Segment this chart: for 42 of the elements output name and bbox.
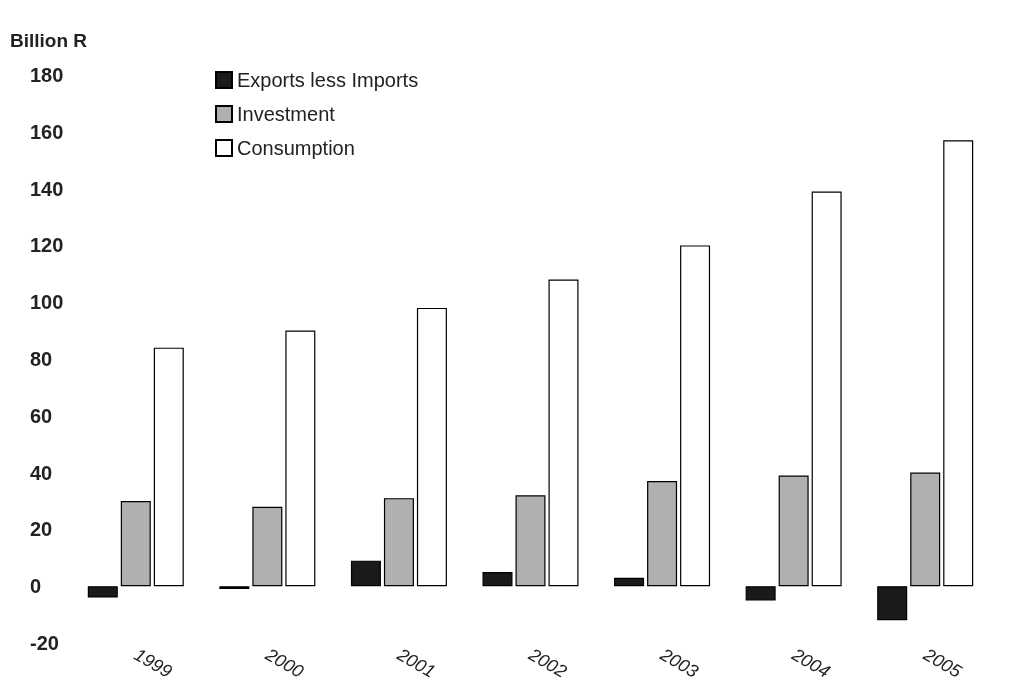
- x-tick-label: 2003: [656, 643, 702, 682]
- y-tick-label: 140: [30, 177, 64, 200]
- bar: [383, 498, 414, 587]
- bar: [745, 586, 776, 601]
- bar: [252, 506, 283, 587]
- y-tick-label: 20: [30, 518, 53, 541]
- bar: [515, 495, 546, 587]
- bar: [877, 586, 908, 621]
- y-tick-label: 100: [30, 291, 64, 314]
- bar: [647, 481, 678, 587]
- y-tick-label: 60: [30, 404, 53, 427]
- x-tick-label: 2000: [261, 643, 308, 682]
- bar: [87, 586, 118, 598]
- legend-label: Consumption: [237, 137, 355, 159]
- x-tick-label: 1999: [130, 644, 176, 682]
- y-tick-label: 160: [30, 120, 64, 143]
- y-tick-label: 80: [30, 348, 53, 370]
- y-axis-title: Billion R: [10, 30, 88, 51]
- bar: [350, 560, 381, 587]
- bar: [285, 330, 316, 587]
- x-tick-label: 2001: [393, 643, 439, 682]
- legend-label: Investment: [237, 103, 336, 125]
- bar: [614, 577, 645, 587]
- bar: [153, 347, 184, 587]
- y-tick-label: -20: [30, 632, 59, 654]
- y-tick-label: 0: [30, 575, 42, 598]
- bar: [680, 245, 711, 587]
- x-tick-label: 2004: [787, 643, 834, 682]
- bar: [120, 501, 151, 587]
- legend-label: Exports less Imports: [237, 69, 419, 91]
- y-tick-label: 40: [30, 461, 53, 484]
- bar: [910, 472, 941, 587]
- bar: [811, 191, 842, 587]
- bar: [943, 140, 974, 587]
- y-tick-label: 120: [30, 234, 64, 257]
- bar: [416, 307, 447, 587]
- bar: [548, 279, 579, 587]
- bar: [482, 572, 513, 587]
- x-tick-label: 2002: [524, 643, 571, 682]
- x-tick-label: 2005: [919, 643, 966, 683]
- y-tick-label: 180: [30, 64, 64, 86]
- bar: [778, 475, 809, 587]
